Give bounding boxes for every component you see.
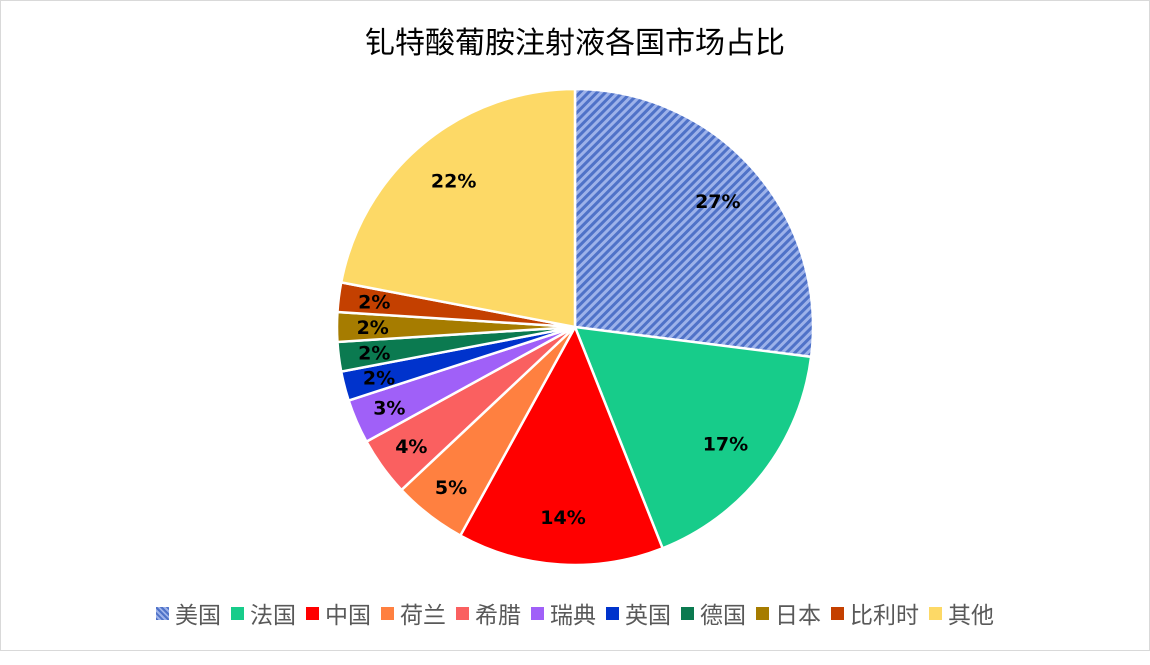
pie-slice-10 [339,87,577,329]
data-label-10: 22% [431,170,476,192]
data-label-5: 3% [373,397,405,419]
legend-label: 其他 [948,603,994,629]
legend-item: 德国 [681,596,746,630]
legend-item: 日本 [756,596,821,630]
data-label-9: 2% [358,292,390,314]
legend: 美国 法国 中国 荷兰 希腊 瑞典 英国 德国 日本 比利时 其他 [0,596,1150,630]
chart-title: 钆特酸葡胺注射液各国市场占比 [365,26,785,61]
legend-swatch [156,606,169,620]
pie-slice-0 [573,87,815,359]
data-label-8: 2% [357,317,389,339]
legend-item: 其他 [929,596,994,630]
legend-label: 英国 [625,603,671,629]
legend-swatch [531,606,544,620]
legend-swatch [231,606,244,620]
legend-item: 美国 [156,596,221,630]
data-label-1: 17% [703,434,748,456]
data-label-2: 14% [540,507,585,529]
data-label-6: 2% [363,367,395,389]
legend-label: 德国 [700,603,746,629]
legend-swatch [681,606,694,620]
legend-label: 法国 [250,603,296,629]
pie-slice-1 [573,325,813,550]
legend-label: 美国 [175,603,221,629]
data-label-0: 27% [695,191,740,213]
legend-swatch [929,606,942,620]
legend-swatch [456,606,469,620]
legend-label: 希腊 [475,603,521,629]
legend-item: 法国 [231,596,296,630]
legend-label: 比利时 [850,603,919,629]
legend-swatch [306,606,319,620]
legend-item: 瑞典 [531,596,596,630]
legend-swatch [606,606,619,620]
legend-item: 荷兰 [381,596,446,630]
legend-item: 比利时 [831,596,919,630]
data-label-3: 5% [435,477,467,499]
legend-item: 希腊 [456,596,521,630]
legend-swatch [756,606,769,620]
legend-swatch [831,606,844,620]
pie-slice-2 [458,324,665,567]
legend-item: 中国 [306,596,371,630]
legend-label: 荷兰 [400,603,446,629]
legend-label: 日本 [775,603,821,629]
data-label-4: 4% [395,436,427,458]
data-label-7: 2% [358,342,390,364]
legend-label: 瑞典 [550,603,596,629]
legend-item: 英国 [606,596,671,630]
legend-label: 中国 [325,603,371,629]
legend-swatch [381,606,394,620]
